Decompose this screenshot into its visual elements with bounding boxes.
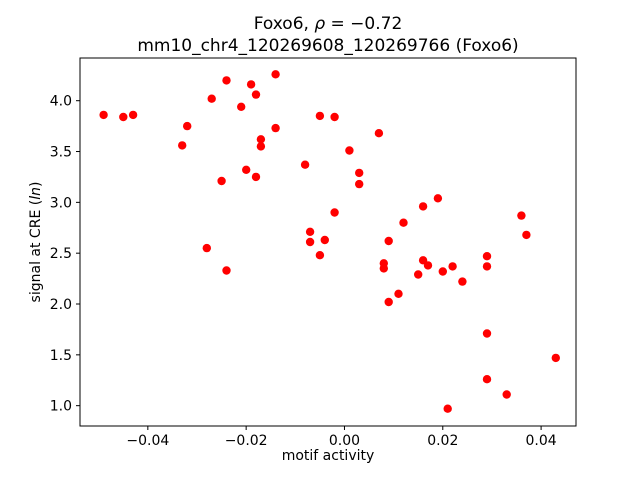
data-point [517, 211, 526, 220]
data-point [315, 111, 325, 121]
x-axis-label: motif activity [281, 448, 375, 464]
data-point [433, 194, 443, 203]
data-point [482, 329, 492, 338]
x-tick-label: 0.00 [329, 433, 360, 449]
y-tick-label: 3.0 [50, 195, 72, 211]
data-point [394, 289, 403, 298]
data-point [271, 123, 280, 133]
data-point [271, 70, 280, 79]
data-point [345, 146, 354, 155]
data-point [128, 110, 138, 120]
data-point [320, 235, 329, 245]
data-point [551, 353, 560, 363]
data-point [482, 375, 492, 384]
data-point [222, 76, 231, 85]
data-point [423, 261, 433, 270]
y-tick-label: 1.5 [50, 348, 72, 364]
chart-title: Foxo6, ρ = −0.72 [253, 14, 403, 34]
data-point [384, 236, 393, 246]
data-point [355, 179, 364, 189]
title-block: Foxo6, ρ = −0.72 mm10_chr4_120269608_120… [80, 13, 576, 57]
data-point [207, 94, 216, 103]
x-tick-label: −0.04 [126, 433, 169, 449]
data-point [384, 297, 393, 307]
data-point [414, 270, 423, 279]
data-point [222, 266, 231, 275]
y-tick-label: 3.5 [50, 145, 72, 161]
x-tick-label: 0.02 [427, 433, 458, 449]
data-point [251, 90, 261, 99]
data-point [251, 172, 261, 182]
data-point [119, 112, 128, 122]
data-point [330, 208, 339, 217]
x-tick-label: −0.02 [225, 433, 268, 449]
data-point [217, 176, 226, 186]
data-point [256, 142, 266, 151]
data-point [458, 277, 467, 286]
data-point [305, 237, 315, 247]
data-point [502, 390, 511, 399]
data-point [315, 251, 325, 260]
data-point [418, 202, 428, 211]
data-point [522, 230, 531, 240]
data-point [300, 160, 310, 169]
data-point [482, 262, 492, 271]
data-point [305, 227, 315, 236]
data-point [355, 168, 364, 178]
data-point [256, 135, 266, 144]
data-point [99, 110, 108, 120]
data-point [448, 262, 457, 271]
y-tick-label: 2.5 [50, 246, 72, 262]
data-point [443, 404, 452, 413]
data-point [379, 264, 388, 273]
y-tick-label: 1.0 [50, 399, 72, 415]
data-point [438, 267, 447, 276]
data-point [246, 80, 256, 89]
data-point [202, 243, 211, 253]
y-tick-label: 2.0 [50, 297, 72, 313]
data-point [242, 165, 251, 174]
data-point [330, 112, 339, 122]
data-point [183, 121, 192, 131]
chart-subtitle: mm10_chr4_120269608_120269766 (Foxo6) [137, 36, 519, 56]
y-tick-label: 4.0 [50, 94, 72, 110]
data-point [237, 102, 246, 112]
axes-box [79, 57, 577, 427]
data-point [482, 252, 492, 261]
x-tick-label: 0.04 [526, 433, 557, 449]
data-point [374, 129, 384, 138]
data-point [399, 218, 408, 227]
data-point [178, 141, 187, 150]
